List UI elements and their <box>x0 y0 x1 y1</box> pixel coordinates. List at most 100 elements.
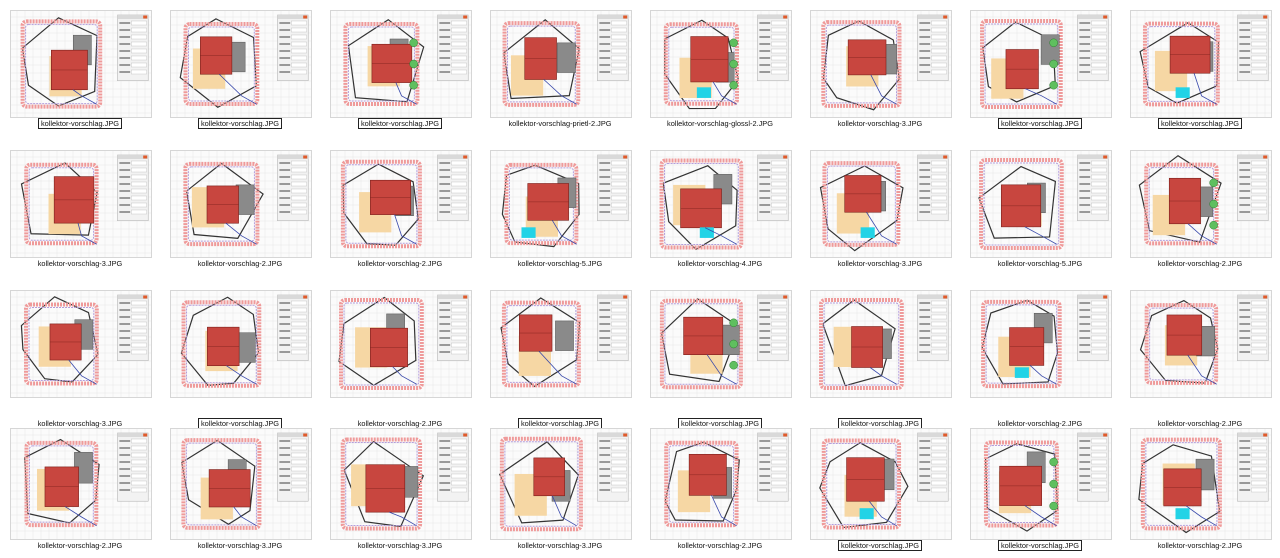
thumbnail-item[interactable]: kollektor-vorschlag-2.JPG <box>0 0 160 558</box>
thumbnail-filename[interactable]: kollektor-vorschlag-3.JPG <box>320 541 480 551</box>
thumbnail-image[interactable] <box>650 10 792 118</box>
thumbnail-filename[interactable]: kollektor-vorschlag-5.JPG <box>960 259 1120 269</box>
thumbnail-image[interactable] <box>650 428 792 540</box>
thumbnail-filename[interactable]: kollektor-vorschlag-3.JPG <box>0 259 160 269</box>
thumbnail-item[interactable]: kollektor-vorschlag-prietl-2.JPG <box>480 0 640 558</box>
thumbnail-image[interactable] <box>970 150 1112 258</box>
thumbnail-image[interactable] <box>810 10 952 118</box>
thumbnail-filename[interactable]: kollektor-vorschlag.JPG <box>160 118 320 129</box>
thumbnail-filename[interactable]: kollektor-vorschlag-2.JPG <box>320 419 480 429</box>
thumbnail-image[interactable] <box>330 10 472 118</box>
thumbnail-filename[interactable]: kollektor-vorschlag.JPG <box>1120 118 1280 129</box>
thumbnail-item[interactable]: kollektor-vorschlag.JPG <box>960 0 1120 558</box>
collector-loop <box>20 19 103 109</box>
filename-text: kollektor-vorschlag.JPG <box>1157 118 1243 129</box>
thumbnail-item[interactable]: kollektor-vorschlag.JPG <box>320 0 480 558</box>
thumbnail-image[interactable] <box>490 150 632 258</box>
thumbnail-item[interactable]: kollektor-vorschlag.JPG <box>640 0 800 558</box>
thumbnail-filename[interactable]: kollektor-vorschlag-3.JPG <box>160 541 320 551</box>
thumbnail-image[interactable] <box>170 428 312 540</box>
thumbnail-image[interactable] <box>810 150 952 258</box>
thumbnail-filename[interactable]: kollektor-vorschlag-5.JPG <box>480 259 640 269</box>
thumbnail-image[interactable] <box>970 290 1112 398</box>
thumbnail-image[interactable] <box>650 150 792 258</box>
thumbnail-image[interactable] <box>1130 10 1272 118</box>
thumbnail-image[interactable] <box>970 428 1112 540</box>
thumbnail-filename[interactable]: kollektor-vorschlag.JPG <box>160 418 320 429</box>
thumbnail-image[interactable] <box>810 428 952 540</box>
thumbnail-filename[interactable]: kollektor-vorschlag-2.JPG <box>1120 419 1280 429</box>
thumbnail-image[interactable] <box>10 150 152 258</box>
thumbnail-image[interactable] <box>1130 150 1272 258</box>
thumbnail-item[interactable]: kollektor-vorschlag.JPG <box>1120 0 1280 558</box>
thumbnail-item[interactable]: kollektor-vorschlag.JPG <box>160 0 320 558</box>
thumbnail-item[interactable]: kollektor-vorschlag-3.JPG <box>0 0 160 558</box>
thumbnail-item[interactable]: kollektor-vorschlag-2.JPG <box>1120 0 1280 558</box>
thumbnail-item[interactable]: kollektor-vorschlag-2.JPG <box>1120 0 1280 558</box>
thumbnail-item[interactable]: kollektor-vorschlag-glossl-2.JPG <box>640 0 800 558</box>
thumbnail-filename[interactable]: kollektor-vorschlag.JPG <box>640 418 800 429</box>
thumbnail-item[interactable]: kollektor-vorschlag-2.JPG <box>640 0 800 558</box>
thumbnail-image[interactable] <box>810 290 952 398</box>
thumbnail-item[interactable]: kollektor-vorschlag-4.JPG <box>640 0 800 558</box>
thumbnail-image[interactable] <box>330 290 472 398</box>
thumbnail-filename[interactable]: kollektor-vorschlag-2.JPG <box>0 541 160 551</box>
thumbnail-filename[interactable]: kollektor-vorschlag-3.JPG <box>480 541 640 551</box>
thumbnail-image[interactable] <box>10 10 152 118</box>
thumbnail-image[interactable] <box>1130 428 1272 540</box>
thumbnail-image[interactable] <box>170 10 312 118</box>
thumbnail-filename[interactable]: kollektor-vorschlag-2.JPG <box>1120 259 1280 269</box>
thumbnail-filename[interactable]: kollektor-vorschlag-3.JPG <box>0 419 160 429</box>
thumbnail-filename[interactable]: kollektor-vorschlag-3.JPG <box>800 259 960 269</box>
pipe-line <box>543 79 577 105</box>
thumbnail-item[interactable]: kollektor-vorschlag-5.JPG <box>480 0 640 558</box>
thumbnail-image[interactable] <box>1130 290 1272 398</box>
thumbnail-filename[interactable]: kollektor-vorschlag-3.JPG <box>800 119 960 129</box>
thumbnail-item[interactable]: kollektor-vorschlag-3.JPG <box>320 0 480 558</box>
thumbnail-item[interactable]: kollektor-vorschlag-2.JPG <box>320 0 480 558</box>
thumbnail-image[interactable] <box>170 290 312 398</box>
thumbnail-item[interactable]: kollektor-vorschlag-3.JPG <box>800 0 960 558</box>
thumbnail-filename[interactable]: kollektor-vorschlag.JPG <box>320 118 480 129</box>
thumbnail-filename[interactable]: kollektor-vorschlag.JPG <box>800 418 960 429</box>
thumbnail-item[interactable]: kollektor-vorschlag.JPG <box>160 0 320 558</box>
thumbnail-image[interactable] <box>970 10 1112 118</box>
thumbnail-filename[interactable]: kollektor-vorschlag.JPG <box>800 540 960 551</box>
thumbnail-image[interactable] <box>330 150 472 258</box>
thumbnail-filename[interactable]: kollektor-vorschlag.JPG <box>480 418 640 429</box>
thumbnail-filename[interactable]: kollektor-vorschlag-prietl-2.JPG <box>480 119 640 129</box>
thumbnail-filename[interactable]: kollektor-vorschlag-2.JPG <box>960 419 1120 429</box>
thumbnail-filename[interactable]: kollektor-vorschlag-2.JPG <box>640 541 800 551</box>
thumbnail-item[interactable]: kollektor-vorschlag-3.JPG <box>160 0 320 558</box>
thumbnail-item[interactable]: kollektor-vorschlag.JPG <box>960 0 1120 558</box>
thumbnail-item[interactable]: kollektor-vorschlag.JPG <box>800 0 960 558</box>
thumbnail-item[interactable]: kollektor-vorschlag-3.JPG <box>480 0 640 558</box>
thumbnail-filename[interactable]: kollektor-vorschlag-2.JPG <box>320 259 480 269</box>
thumbnail-item[interactable]: kollektor-vorschlag-2.JPG <box>1120 0 1280 558</box>
thumbnail-image[interactable] <box>10 428 152 540</box>
thumbnail-item[interactable]: kollektor-vorschlag-5.JPG <box>960 0 1120 558</box>
thumbnail-filename[interactable]: kollektor-vorschlag-glossl-2.JPG <box>640 119 800 129</box>
thumbnail-image[interactable] <box>650 290 792 398</box>
thumbnail-item[interactable]: kollektor-vorschlag.JPG <box>0 0 160 558</box>
thumbnail-filename[interactable]: kollektor-vorschlag.JPG <box>960 540 1120 551</box>
thumbnail-image[interactable] <box>490 10 632 118</box>
thumbnail-filename[interactable]: kollektor-vorschlag-4.JPG <box>640 259 800 269</box>
thumbnail-item[interactable]: kollektor-vorschlag.JPG <box>800 0 960 558</box>
thumbnail-item[interactable]: kollektor-vorschlag-2.JPG <box>960 0 1120 558</box>
thumbnail-image[interactable] <box>10 290 152 398</box>
thumbnail-image[interactable] <box>170 150 312 258</box>
thumbnail-item[interactable]: kollektor-vorschlag-2.JPG <box>320 0 480 558</box>
thumbnail-image[interactable] <box>330 428 472 540</box>
thumbnail-item[interactable]: kollektor-vorschlag-2.JPG <box>160 0 320 558</box>
thumbnail-filename[interactable]: kollektor-vorschlag-2.JPG <box>1120 541 1280 551</box>
thumbnail-image[interactable] <box>490 428 632 540</box>
thumbnail-filename[interactable]: kollektor-vorschlag-2.JPG <box>160 259 320 269</box>
thumbnail-filename[interactable]: kollektor-vorschlag.JPG <box>0 118 160 129</box>
thumbnail-item[interactable]: kollektor-vorschlag.JPG <box>480 0 640 558</box>
thumbnail-image[interactable] <box>490 290 632 398</box>
property-panel <box>757 294 789 361</box>
thumbnail-item[interactable]: kollektor-vorschlag-3.JPG <box>800 0 960 558</box>
thumbnail-item[interactable]: kollektor-vorschlag-3.JPG <box>0 0 160 558</box>
thumbnail-filename[interactable]: kollektor-vorschlag.JPG <box>960 118 1120 129</box>
